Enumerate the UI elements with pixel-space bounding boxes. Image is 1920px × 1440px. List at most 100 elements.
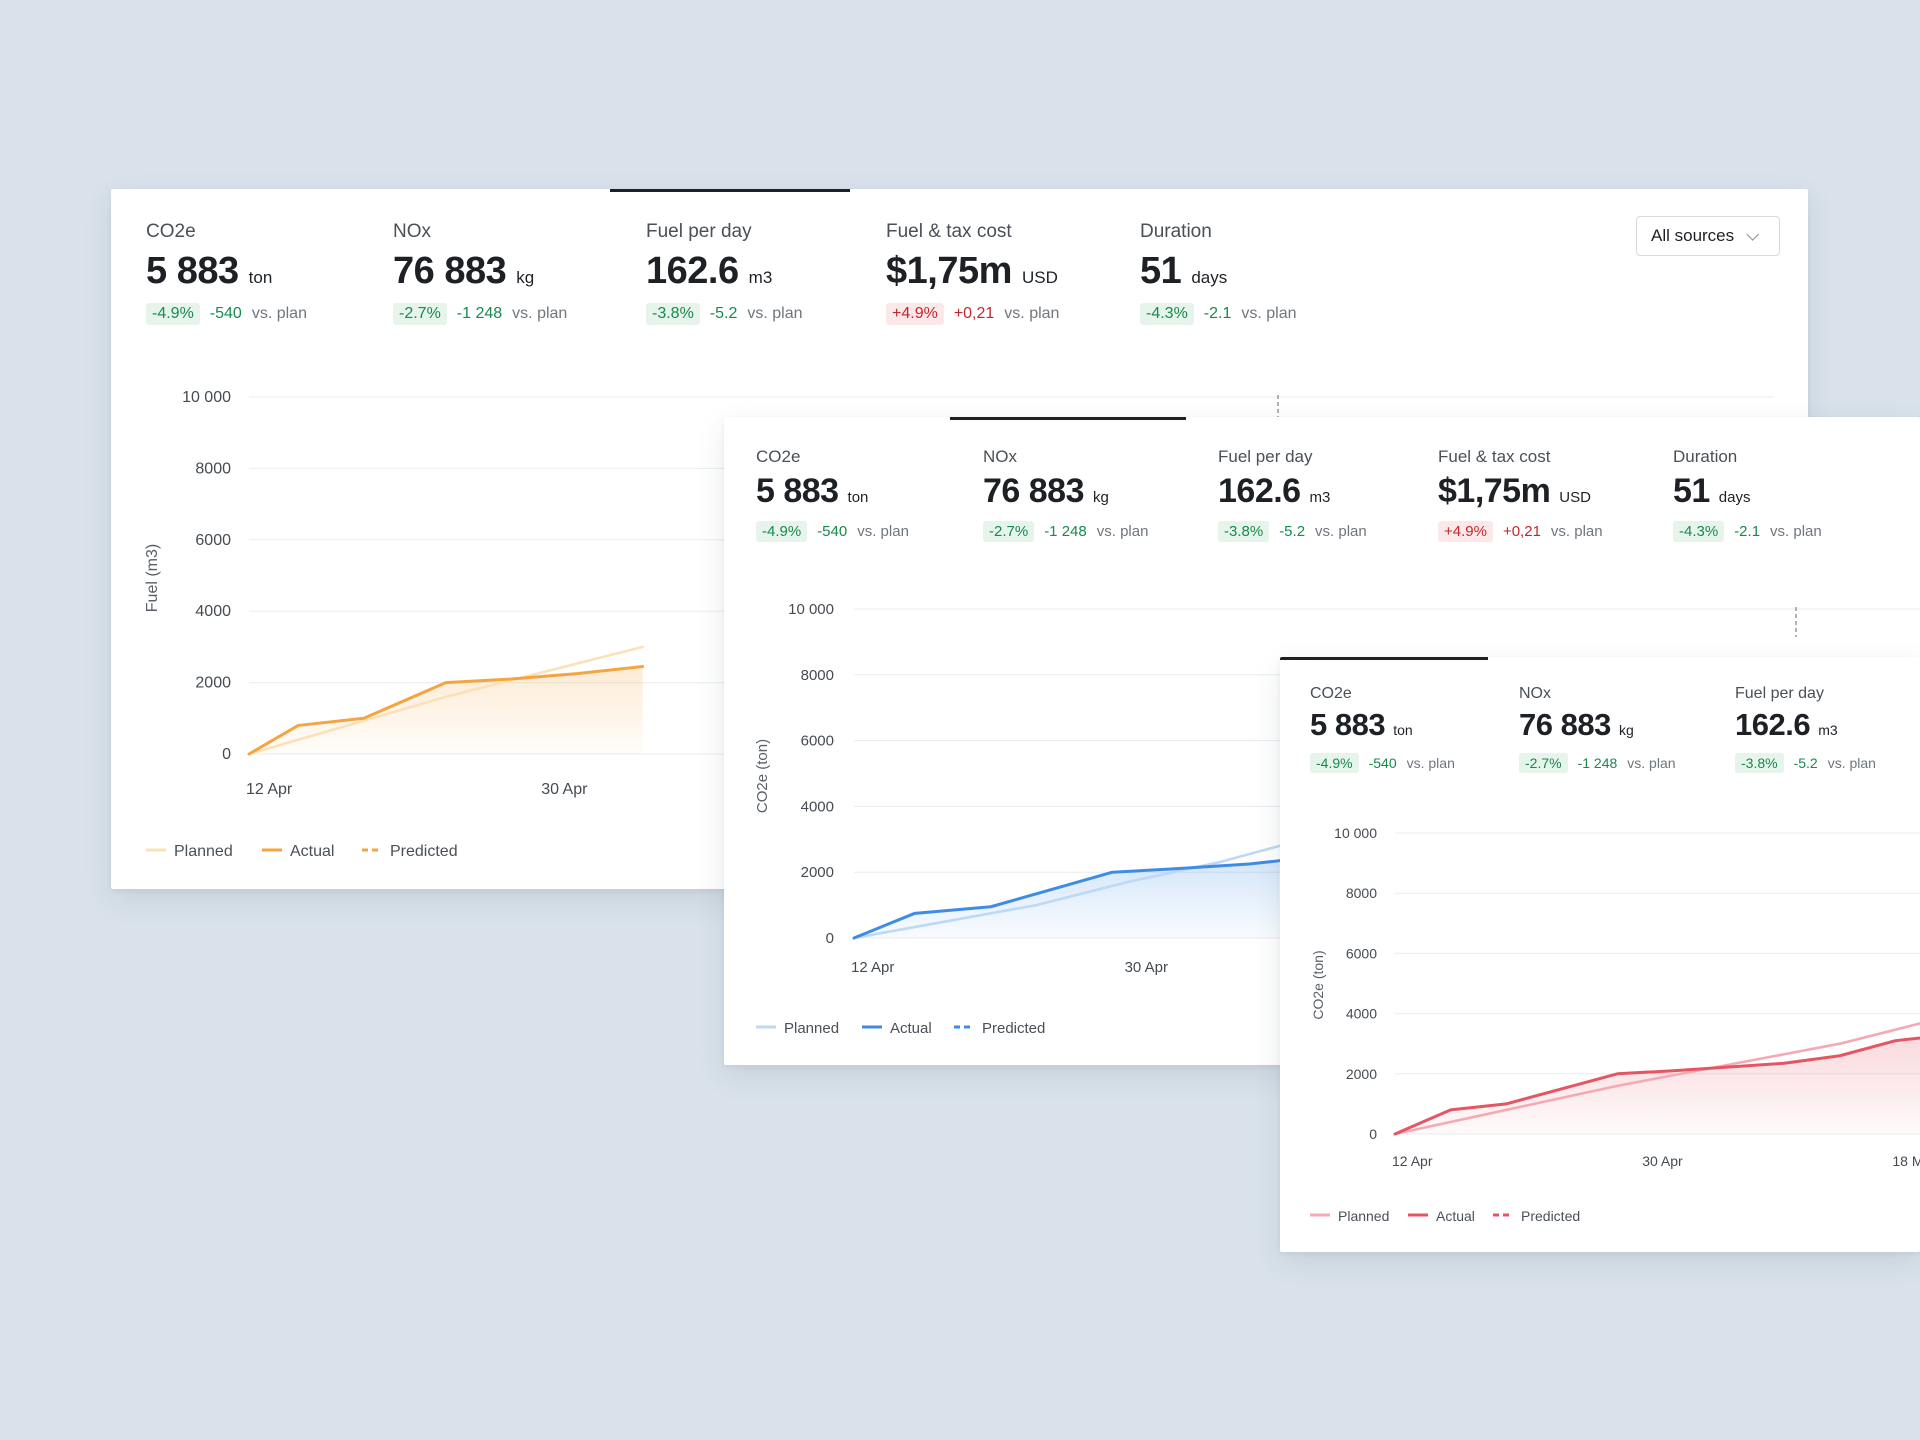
kpi-unit: m3 bbox=[748, 268, 773, 287]
kpi-delta-percent: -4.9% bbox=[756, 521, 808, 542]
kpi-label: NOx bbox=[1519, 685, 1551, 702]
kpi-label: Fuel per day bbox=[1218, 447, 1313, 466]
y-tick-label: 0 bbox=[222, 746, 231, 763]
kpi-vs-plan: vs. plan bbox=[1315, 523, 1367, 540]
kpi-delta-absolute: -2.1 bbox=[1203, 305, 1232, 322]
legend-label: Actual bbox=[890, 1020, 932, 1037]
kpi-delta-percent: -4.3% bbox=[1673, 521, 1725, 542]
kpi-vs-plan: vs. plan bbox=[1827, 755, 1876, 771]
kpi-co2e[interactable]: CO2e 5 883 ton -4.9% -540 vs. plan bbox=[146, 221, 307, 325]
y-tick-label: 2000 bbox=[195, 675, 231, 692]
x-tick-label: 30 Apr bbox=[541, 781, 588, 798]
kpi-delta-percent: -3.8% bbox=[1218, 521, 1270, 542]
active-metric-indicator bbox=[610, 189, 850, 192]
kpi-co2e[interactable]: CO2e 5 883 ton -4.9% -540 vs. plan bbox=[756, 447, 909, 542]
kpi-fuel-tax-cost[interactable]: Fuel & tax cost $1,75m USD +4.9% +0,21 vs. p… bbox=[1438, 447, 1603, 542]
kpi-vs-plan: vs. plan bbox=[747, 305, 803, 322]
kpi-unit: days bbox=[1718, 489, 1751, 506]
legend-label: Actual bbox=[1436, 1208, 1475, 1224]
legend-item-planned[interactable]: Planned bbox=[1310, 1208, 1389, 1224]
y-tick-label: 6000 bbox=[195, 532, 231, 549]
kpi-value-number: 5 883 bbox=[1310, 707, 1386, 742]
kpi-unit: m3 bbox=[1818, 722, 1838, 738]
kpi-value: 5 883 ton bbox=[756, 472, 909, 511]
y-tick-label: 10 000 bbox=[182, 389, 231, 406]
kpi-vs-plan: vs. plan bbox=[1406, 755, 1455, 771]
kpi-value-number: 51 bbox=[1140, 250, 1182, 292]
kpi-duration[interactable]: Duration 51 days -4.3% -2.1 vs. plan bbox=[1673, 447, 1822, 542]
kpi-co2e[interactable]: CO2e 5 883 ton -4.9% -540 vs. plan bbox=[1310, 685, 1455, 773]
kpi-delta-absolute: -1 248 bbox=[456, 305, 503, 322]
legend-item-actual[interactable]: Actual bbox=[262, 843, 334, 860]
legend-label: Predicted bbox=[1521, 1208, 1580, 1224]
kpi-delta-absolute: -540 bbox=[209, 305, 242, 322]
kpi-delta: -4.9% -540 vs. plan bbox=[146, 303, 307, 325]
kpi-fuel-per-day[interactable]: Fuel per day 162.6 m3 -3.8% -5.2 vs. plan bbox=[646, 221, 803, 325]
kpi-unit: kg bbox=[516, 268, 535, 287]
kpi-delta: -2.7% -1 248 vs. plan bbox=[393, 303, 567, 325]
x-tick-label: 30 Apr bbox=[1125, 959, 1168, 976]
kpi-unit: ton bbox=[847, 489, 869, 506]
kpi-delta: +4.9% +0,21 vs. plan bbox=[886, 303, 1059, 325]
legend-item-predicted[interactable]: Predicted bbox=[362, 843, 458, 860]
kpi-nox[interactable]: NOx 76 883 kg -2.7% -1 248 vs. plan bbox=[983, 447, 1148, 542]
kpi-value-number: 76 883 bbox=[1519, 707, 1611, 742]
active-metric-indicator bbox=[1280, 657, 1488, 660]
kpi-vs-plan: vs. plan bbox=[1770, 523, 1822, 540]
kpi-vs-plan: vs. plan bbox=[1096, 523, 1149, 540]
kpi-value: 76 883 kg bbox=[983, 472, 1148, 511]
sources-dropdown-label: All sources bbox=[1651, 226, 1735, 245]
kpi-value-number: 162.6 bbox=[1735, 707, 1811, 742]
kpi-label: CO2e bbox=[756, 447, 801, 466]
series-line-planned bbox=[852, 844, 1281, 940]
y-tick-label: 6000 bbox=[1346, 945, 1377, 961]
x-tick-label: 12 Apr bbox=[1392, 1153, 1433, 1169]
legend-label: Planned bbox=[1338, 1208, 1389, 1224]
y-tick-label: 2000 bbox=[1346, 1066, 1377, 1082]
kpi-nox[interactable]: NOx 76 883 kg -2.7% -1 248 vs. plan bbox=[393, 221, 567, 325]
legend-item-actual[interactable]: Actual bbox=[1408, 1208, 1475, 1224]
kpi-vs-plan: vs. plan bbox=[1627, 755, 1676, 771]
kpi-delta-absolute: -540 bbox=[1368, 755, 1397, 771]
kpi-value: 76 883 kg bbox=[1519, 707, 1676, 743]
kpi-delta: -3.8% -5.2 vs. plan bbox=[1735, 753, 1876, 773]
sources-dropdown[interactable]: All sources bbox=[1636, 216, 1780, 256]
kpi-fuel-tax-cost[interactable]: Fuel & tax cost $1,75m USD +4.9% +0,21 vs. p… bbox=[886, 221, 1059, 325]
kpi-value: 162.6 m3 bbox=[1218, 472, 1367, 511]
kpi-fuel-per-day[interactable]: Fuel per day 162.6 m3 -3.8% -5.2 vs. plan bbox=[1218, 447, 1367, 542]
legend-item-actual[interactable]: Actual bbox=[862, 1020, 932, 1037]
kpi-delta-percent: -2.7% bbox=[393, 303, 447, 325]
y-tick-label: 4000 bbox=[801, 798, 834, 815]
kpi-label: CO2e bbox=[1310, 685, 1352, 702]
legend-item-predicted[interactable]: Predicted bbox=[954, 1020, 1045, 1037]
legend-item-planned[interactable]: Planned bbox=[146, 843, 233, 860]
kpi-delta: -2.7% -1 248 vs. plan bbox=[983, 521, 1148, 542]
kpi-value: 162.6 m3 bbox=[646, 250, 803, 293]
x-tick-label: 30 Apr bbox=[1642, 1153, 1683, 1169]
kpi-fuel-per-day[interactable]: Fuel per day 162.6 m3 -3.8% -5.2 vs. plan bbox=[1735, 685, 1876, 773]
y-tick-label: 0 bbox=[826, 930, 834, 947]
kpi-delta: -3.8% -5.2 vs. plan bbox=[1218, 521, 1367, 542]
kpi-nox[interactable]: NOx 76 883 kg -2.7% -1 248 vs. plan bbox=[1519, 685, 1676, 773]
kpi-unit: kg bbox=[1092, 489, 1109, 506]
legend-item-planned[interactable]: Planned bbox=[756, 1020, 839, 1037]
kpi-delta: +4.9% +0,21 vs. plan bbox=[1438, 521, 1603, 542]
kpi-value: 51 days bbox=[1673, 472, 1822, 511]
actual-area-fill bbox=[249, 666, 643, 754]
y-axis-title: CO2e (ton) bbox=[1310, 950, 1326, 1019]
y-tick-label: 0 bbox=[1369, 1126, 1377, 1142]
kpi-delta-percent: -2.7% bbox=[1519, 753, 1568, 773]
kpi-value-number: 162.6 bbox=[646, 250, 739, 292]
series-line-actual bbox=[852, 859, 1282, 940]
active-metric-indicator bbox=[950, 417, 1186, 420]
y-tick-label: 6000 bbox=[801, 733, 834, 750]
kpi-value: $1,75m USD bbox=[886, 250, 1059, 293]
kpi-label: NOx bbox=[393, 221, 431, 242]
legend-item-predicted[interactable]: Predicted bbox=[1493, 1208, 1580, 1224]
kpi-delta-absolute: -1 248 bbox=[1044, 523, 1087, 540]
kpi-duration[interactable]: Duration 51 days -4.3% -2.1 vs. plan bbox=[1140, 221, 1297, 325]
y-tick-label: 4000 bbox=[1346, 1006, 1377, 1022]
kpi-delta: -2.7% -1 248 vs. plan bbox=[1519, 753, 1676, 773]
x-tick-label: 12 Apr bbox=[851, 959, 894, 976]
kpi-delta-percent: -3.8% bbox=[1735, 753, 1784, 773]
